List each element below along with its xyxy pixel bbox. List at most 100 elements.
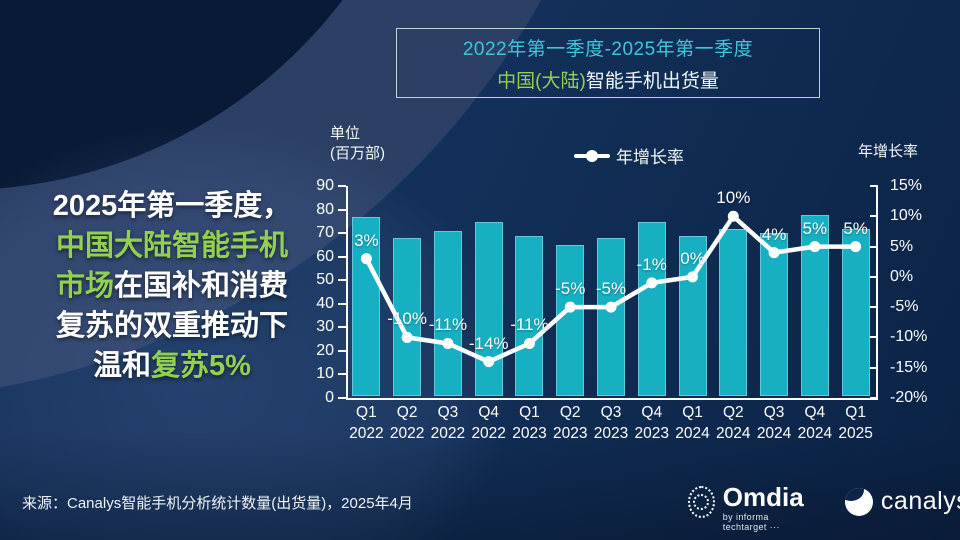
left-axis-tick-label: 0 <box>325 389 334 406</box>
right-axis-tick-label: -10% <box>890 328 928 346</box>
unit-label-line2: (百万部) <box>330 145 385 162</box>
chart-title-subject: 中国(大陆)智能手机出货量 <box>497 66 719 93</box>
x-axis-category-label: Q2 2024 <box>716 404 751 442</box>
left-axis-tick-label: 60 <box>316 247 334 265</box>
growth-point <box>523 337 535 349</box>
x-axis-category-label: Q3 2023 <box>593 404 629 442</box>
chart-title-box: 2022年第一季度-2025年第一季度 中国(大陆)智能手机出货量 <box>396 28 820 98</box>
x-axis-line <box>346 398 878 400</box>
growth-data-label: 10% <box>716 188 751 208</box>
shipment-bar <box>352 216 381 396</box>
left-axis-tick-label: 50 <box>316 271 334 289</box>
x-axis-category-label: Q4 2022 <box>471 404 506 442</box>
growth-data-label: -5% <box>595 279 627 299</box>
growth-point <box>727 210 739 222</box>
shipment-bar <box>556 245 585 396</box>
chart-title-region: 中国(大陆) <box>497 70 586 92</box>
right-axis-tick <box>870 397 878 399</box>
x-axis-category-label: Q3 2022 <box>430 404 466 442</box>
canalys-logo-text: canalys <box>880 487 960 515</box>
x-axis-category-label: Q1 2024 <box>675 404 710 442</box>
headline-line: 市场在国补和消费 <box>18 266 326 306</box>
omdia-logo: Omdia by informa techtarget ··· <box>688 484 809 532</box>
growth-point <box>401 331 413 343</box>
growth-point <box>605 301 617 313</box>
left-axis-tick-label: 10 <box>316 365 334 383</box>
left-axis-tick <box>338 185 346 187</box>
left-axis-tick <box>338 232 346 235</box>
left-axis-tick <box>338 349 346 352</box>
right-axis-tick <box>870 306 878 309</box>
left-axis-tick-label: 90 <box>316 177 334 194</box>
growth-point <box>483 356 495 368</box>
canalys-logo: canalys <box>844 487 960 516</box>
x-axis-category-label: Q2 2022 <box>389 404 425 442</box>
headline-segment: 复苏5% <box>151 350 251 382</box>
right-axis-tick <box>870 336 878 339</box>
growth-data-label: -11% <box>510 315 549 335</box>
growth-data-label: 5% <box>843 218 868 238</box>
canalys-logo-icon <box>844 487 873 516</box>
x-axis-category-label: Q4 2023 <box>634 404 669 442</box>
headline-segment: 市场 <box>55 270 114 302</box>
growth-line-chart <box>360 210 862 368</box>
shipment-bar <box>433 231 462 396</box>
line-series-marker-icon <box>574 149 610 162</box>
growth-data-label: -10% <box>387 309 427 329</box>
omdia-logo-subtext: by informa techtarget ··· <box>722 512 780 532</box>
shipment-bar <box>719 228 748 396</box>
left-axis-tick <box>338 302 346 305</box>
right-axis-tick-label: -5% <box>890 298 919 316</box>
headline-segment: 中国大陆智能手机 <box>55 230 288 262</box>
growth-data-label: -11% <box>428 315 468 335</box>
left-axis-tick <box>338 373 346 376</box>
right-axis-tick-label: -15% <box>890 358 928 376</box>
left-axis-unit-label: 单位 (百万部) <box>330 124 385 164</box>
headline-text: 2025年第一季度， 中国大陆智能手机 市场在国补和消费 复苏的双重推动下 温和复苏5% <box>18 186 326 386</box>
x-axis-category-label: Q1 2022 <box>349 404 384 442</box>
left-axis-tick-label: 30 <box>316 318 334 336</box>
x-axis-category-label: Q2 2023 <box>552 404 588 442</box>
growth-point <box>809 241 821 253</box>
right-axis-line <box>876 186 878 400</box>
left-axis-tick-label: 70 <box>316 224 334 242</box>
right-axis-tick-label: 5% <box>890 237 914 255</box>
growth-point <box>687 271 699 283</box>
unit-label-line1: 单位 <box>330 125 361 142</box>
source-note: 来源：Canalys智能手机分析统计数量(出货量)，2025年4月 <box>22 495 413 512</box>
growth-data-label: -1% <box>636 254 667 274</box>
growth-point <box>850 241 862 253</box>
growth-point <box>442 337 454 349</box>
chart-title-rest: 智能手机出货量 <box>585 70 719 92</box>
left-axis-line <box>346 186 348 400</box>
headline-segment: 2025年第一季度， <box>52 190 292 222</box>
left-axis-tick <box>338 279 346 282</box>
left-axis-tick-label: 40 <box>316 294 334 312</box>
x-axis-category-label: Q1 2023 <box>512 404 547 442</box>
legend: 年增长率 <box>574 143 684 168</box>
headline-line: 温和复苏5% <box>18 346 326 386</box>
headline-segment: 在国补和消费 <box>114 270 289 302</box>
left-axis-tick <box>338 255 346 258</box>
left-axis-tick <box>338 208 346 211</box>
chart-title-period: 2022年第一季度-2025年第一季度 <box>462 38 754 60</box>
chart-plot-area: 0 10 20 30 40 50 60 70 80 90 -20% -15% -10% -5% 0% 5% 10… <box>316 177 927 442</box>
headline-line: 中国大陆智能手机 <box>18 226 326 266</box>
shipment-bar <box>515 235 544 396</box>
right-axis-tick-label: 15% <box>890 177 923 194</box>
shipment-bar <box>760 233 789 396</box>
right-axis-tick <box>870 185 878 187</box>
shipment-bar <box>637 221 666 396</box>
right-axis-tick <box>870 245 878 248</box>
headline-segment: 温和 <box>93 350 152 382</box>
omdia-logo-icon <box>688 486 715 518</box>
growth-data-label: 0% <box>680 248 705 268</box>
logos: Omdia by informa techtarget ··· canalys <box>688 484 960 532</box>
x-axis-category-label: Q4 2024 <box>797 404 833 442</box>
growth-point <box>564 301 576 313</box>
right-axis-title: 年增长率 <box>858 143 919 160</box>
right-axis-tick <box>870 215 878 218</box>
right-axis-tick-label: 0% <box>890 267 914 285</box>
omdia-logo-text: Omdia <box>722 482 804 512</box>
